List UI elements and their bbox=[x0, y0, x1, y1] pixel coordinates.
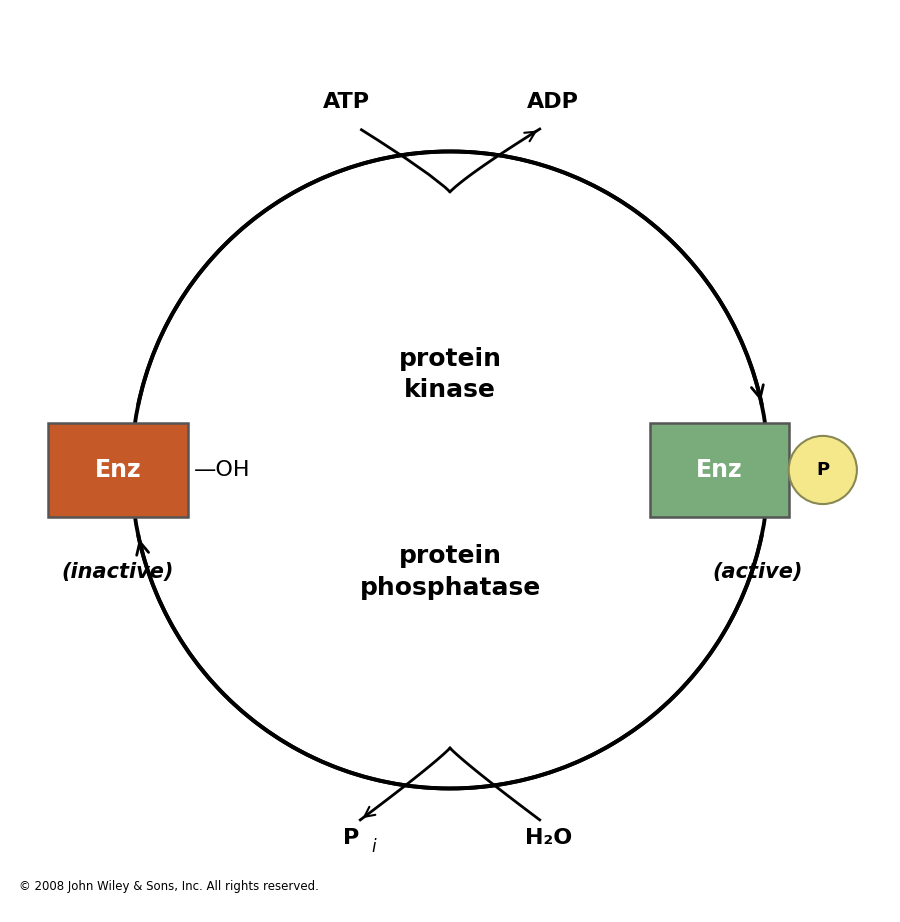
Text: ATP: ATP bbox=[323, 92, 370, 112]
Text: i: i bbox=[372, 838, 376, 856]
Text: H₂O: H₂O bbox=[525, 828, 572, 848]
Circle shape bbox=[788, 436, 857, 504]
FancyBboxPatch shape bbox=[650, 423, 788, 517]
Text: P: P bbox=[816, 461, 830, 479]
Text: protein
phosphatase: protein phosphatase bbox=[359, 544, 541, 599]
Text: © 2008 John Wiley & Sons, Inc. All rights reserved.: © 2008 John Wiley & Sons, Inc. All right… bbox=[19, 881, 319, 893]
Text: protein
kinase: protein kinase bbox=[399, 347, 501, 402]
FancyBboxPatch shape bbox=[49, 423, 187, 517]
Text: Enz: Enz bbox=[94, 458, 141, 482]
Text: Enz: Enz bbox=[696, 458, 742, 482]
Text: ADP: ADP bbox=[527, 92, 579, 112]
Text: (active): (active) bbox=[713, 561, 803, 582]
Text: —OH: —OH bbox=[194, 460, 250, 480]
Text: P: P bbox=[343, 828, 359, 848]
Text: (inactive): (inactive) bbox=[62, 561, 175, 582]
